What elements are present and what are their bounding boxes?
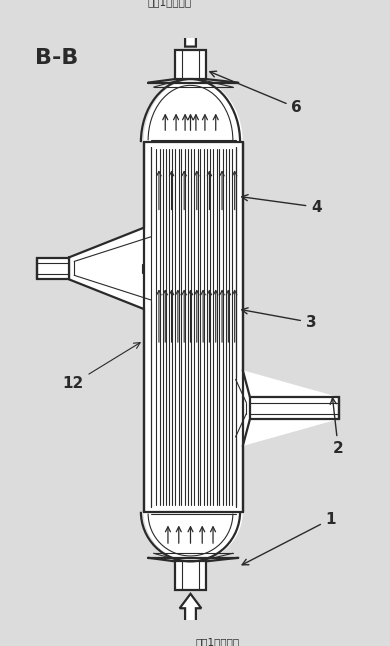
Text: 4: 4	[242, 194, 322, 214]
Text: 介礈1（流入）: 介礈1（流入）	[195, 637, 239, 646]
Text: 2: 2	[330, 398, 344, 456]
Polygon shape	[144, 79, 243, 142]
Polygon shape	[175, 50, 206, 79]
Polygon shape	[144, 142, 243, 512]
Polygon shape	[37, 258, 69, 279]
Polygon shape	[69, 228, 144, 309]
Text: 5: 5	[0, 645, 1, 646]
Text: 6: 6	[210, 71, 302, 116]
Text: 12: 12	[62, 342, 140, 391]
FancyArrow shape	[180, 594, 201, 630]
FancyArrow shape	[180, 10, 201, 47]
Polygon shape	[250, 397, 339, 419]
Polygon shape	[175, 561, 206, 590]
Text: 1: 1	[242, 512, 336, 565]
Polygon shape	[144, 512, 243, 561]
Polygon shape	[243, 370, 339, 446]
Text: B-B: B-B	[35, 48, 79, 68]
Text: 介礈1（流出）: 介礈1（流出）	[147, 0, 191, 7]
Text: 3: 3	[242, 307, 317, 330]
